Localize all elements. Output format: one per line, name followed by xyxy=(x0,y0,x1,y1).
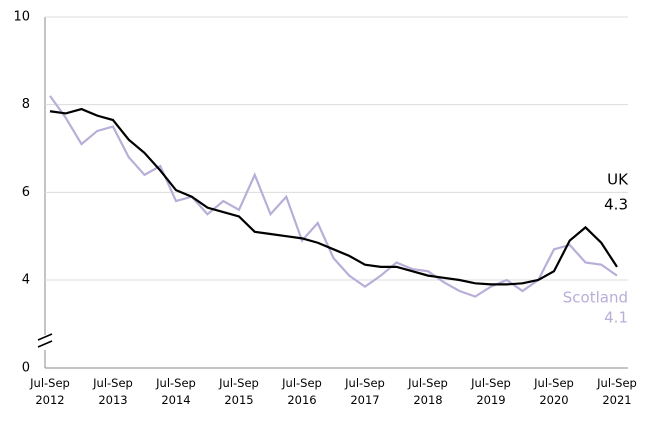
x-tick-label: Jul-Sep 2017 xyxy=(344,376,385,407)
y-tick-label: 0 xyxy=(22,361,30,376)
x-tick-label: Jul-Sep 2013 xyxy=(92,376,133,407)
y-tick-label: 6 xyxy=(22,185,30,200)
end-value-label: 4.1 xyxy=(604,309,628,327)
y-tick-label: 10 xyxy=(13,10,30,25)
series-line xyxy=(49,107,618,286)
x-tick-label: Jul-Sep 2016 xyxy=(281,376,322,407)
x-tick-label: Jul-Sep 2015 xyxy=(218,376,259,407)
x-tick-label: Jul-Sep 2012 xyxy=(29,376,70,407)
series-line xyxy=(49,95,618,298)
series-label: UK xyxy=(607,171,629,189)
x-tick-label: Jul-Sep 2018 xyxy=(407,376,448,407)
axis-break xyxy=(37,340,53,348)
y-tick-label: 4 xyxy=(22,273,30,288)
axis-break xyxy=(37,333,53,341)
x-tick-label: Jul-Sep 2020 xyxy=(533,376,574,407)
series-label: Scotland xyxy=(563,289,628,307)
x-tick-label: Jul-Sep 2014 xyxy=(155,376,196,407)
x-tick-label: Jul-Sep 2019 xyxy=(470,376,511,407)
x-tick-label: Jul-Sep 2021 xyxy=(596,376,637,407)
y-tick-label: 8 xyxy=(22,97,30,112)
end-value-label: 4.3 xyxy=(604,196,628,214)
